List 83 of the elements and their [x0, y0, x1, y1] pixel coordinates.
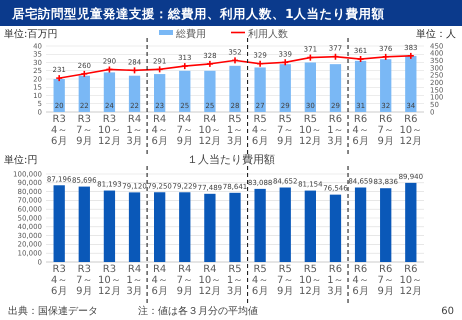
y2-axis-title: 単位：人	[416, 28, 456, 40]
bar	[254, 188, 266, 262]
point	[281, 58, 290, 66]
bar	[254, 67, 266, 112]
bar	[78, 186, 90, 262]
x-tick-label: R3 7～9月	[76, 264, 92, 297]
bar	[380, 59, 392, 112]
bar	[128, 76, 140, 112]
x-tick-label: R4 4～6月	[151, 114, 168, 147]
x-tick-label: R3 10～12月	[98, 114, 121, 147]
bar	[229, 66, 241, 112]
bar	[405, 182, 416, 262]
x-tick-label: R6 7～9月	[378, 114, 394, 147]
x-tick-label: R3 7～9月	[76, 114, 92, 147]
x-tick-label: R5 10～12月	[298, 114, 322, 147]
bar	[354, 188, 366, 262]
bar	[179, 70, 190, 112]
bar	[154, 74, 166, 112]
bar	[330, 64, 342, 112]
x-tick-label: R6 4～6月	[352, 264, 369, 297]
x-tick-label: R3 10～12月	[98, 264, 121, 297]
x-tick-label: R5 4～6月	[252, 114, 268, 147]
chart-title: 居宅訪問型児童発達支援：総費用、利用人数、1人当たり費用額	[11, 6, 385, 21]
bar	[78, 76, 90, 112]
bar	[330, 194, 342, 262]
bar	[104, 72, 116, 112]
legend-label: 利用人数	[248, 28, 288, 40]
x-tick-label: R5 1～3月	[226, 114, 244, 147]
x-tick-label: R5 7～9月	[277, 114, 294, 147]
bar	[280, 64, 291, 112]
x-tick-label: R4 10～12月	[198, 264, 222, 297]
bar	[54, 79, 65, 112]
legend-label: 総費用	[175, 28, 206, 40]
point	[231, 56, 239, 64]
x-tick-label: R4 1～3月	[126, 114, 143, 147]
point	[130, 66, 138, 74]
bar	[128, 192, 140, 262]
point	[106, 66, 114, 74]
x-tick-label: R5 4～6月	[252, 264, 268, 297]
x-tick-label: R4 1～3月	[126, 264, 143, 297]
x-tick-label: R4 7～9月	[176, 264, 193, 297]
x-tick-label: R3 4～6月	[51, 264, 68, 297]
text: 60	[441, 306, 454, 317]
bar	[104, 190, 116, 262]
bar	[380, 188, 392, 262]
x-tick-label: R5 10～12月	[298, 264, 322, 297]
point	[382, 53, 390, 61]
bar	[304, 190, 316, 262]
bar	[304, 62, 316, 112]
bar	[405, 56, 416, 112]
bar	[179, 192, 190, 262]
point	[332, 52, 340, 61]
point	[156, 66, 164, 74]
point	[306, 54, 314, 62]
x-tick-label: R5 1～3月	[226, 264, 244, 297]
y-axis-title: 単位:円	[4, 154, 38, 166]
x-tick-label: R4 4～6月	[151, 264, 168, 297]
bar	[154, 192, 166, 262]
bar	[280, 188, 291, 262]
chart-title: １人当たり費用額	[187, 153, 275, 166]
point	[206, 60, 214, 68]
x-tick-label: R6 10～12月	[399, 264, 422, 297]
bar	[229, 192, 241, 262]
bar	[354, 60, 366, 112]
text: 注：値は各３月分の平均値	[138, 305, 258, 317]
x-tick-label: R4 10～12月	[198, 114, 222, 147]
x-tick-label: R6 7～9月	[378, 264, 394, 297]
bar	[204, 70, 216, 112]
y-axis-title: 単位:百万円	[4, 28, 58, 40]
source-note: 出典：国保連データ	[8, 305, 98, 317]
point	[256, 60, 264, 68]
bar	[204, 194, 216, 262]
point	[180, 62, 189, 70]
x-tick-label: R3 4～6月	[51, 114, 68, 147]
point	[80, 70, 88, 78]
x-tick-label: R5 7～9月	[277, 264, 294, 297]
x-tick-label: R4 7～9月	[176, 114, 193, 147]
x-tick-label: R6 1～3月	[327, 264, 344, 297]
bar	[54, 185, 65, 262]
x-tick-label: R6 10～12月	[399, 114, 422, 147]
point	[356, 55, 364, 63]
x-tick-label: R6 1～3月	[327, 114, 344, 147]
x-tick-label: R6 4～6月	[352, 114, 369, 147]
